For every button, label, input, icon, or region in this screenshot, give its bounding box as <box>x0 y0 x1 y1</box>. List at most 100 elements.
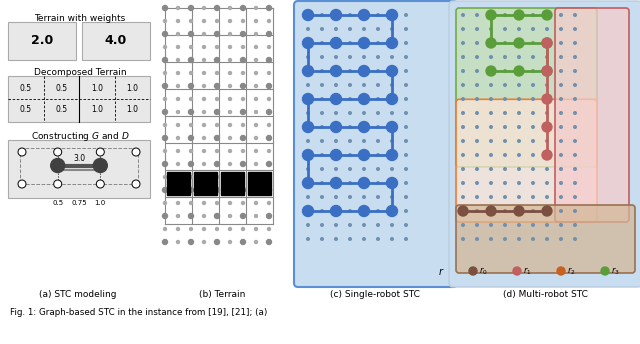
Circle shape <box>363 154 365 156</box>
Circle shape <box>518 224 520 226</box>
Circle shape <box>321 14 323 16</box>
Circle shape <box>321 42 323 44</box>
Circle shape <box>349 238 351 240</box>
Circle shape <box>573 224 576 226</box>
Circle shape <box>514 66 524 76</box>
Circle shape <box>532 182 534 184</box>
Circle shape <box>469 267 477 275</box>
Text: Decomposed Terrain: Decomposed Terrain <box>34 68 126 77</box>
Circle shape <box>335 154 337 156</box>
Circle shape <box>266 6 271 11</box>
Circle shape <box>228 150 232 152</box>
Circle shape <box>241 202 244 204</box>
Circle shape <box>377 56 380 58</box>
Circle shape <box>532 56 534 58</box>
Circle shape <box>255 58 257 62</box>
Circle shape <box>504 56 506 58</box>
Circle shape <box>490 182 492 184</box>
Circle shape <box>268 202 271 204</box>
Circle shape <box>228 7 232 10</box>
Circle shape <box>542 122 552 132</box>
Circle shape <box>461 238 464 240</box>
Circle shape <box>216 20 218 22</box>
Circle shape <box>387 178 397 189</box>
Circle shape <box>546 168 548 170</box>
Circle shape <box>546 224 548 226</box>
Circle shape <box>532 112 534 114</box>
Text: 2.0: 2.0 <box>31 34 53 47</box>
Circle shape <box>177 175 179 179</box>
Circle shape <box>349 126 351 128</box>
Circle shape <box>228 240 232 244</box>
Circle shape <box>514 38 524 48</box>
Circle shape <box>335 182 337 184</box>
Circle shape <box>177 7 179 10</box>
Circle shape <box>330 37 342 49</box>
Circle shape <box>573 70 576 72</box>
Text: $r$: $r$ <box>438 266 445 277</box>
Circle shape <box>255 137 257 140</box>
Circle shape <box>546 98 548 100</box>
Circle shape <box>490 196 492 198</box>
Circle shape <box>321 140 323 142</box>
Circle shape <box>560 112 563 114</box>
Circle shape <box>573 98 576 100</box>
Circle shape <box>349 14 351 16</box>
Circle shape <box>358 178 369 189</box>
Circle shape <box>476 98 478 100</box>
Circle shape <box>202 227 205 230</box>
Circle shape <box>458 206 468 216</box>
Circle shape <box>560 84 563 86</box>
Circle shape <box>490 126 492 128</box>
Circle shape <box>177 240 179 244</box>
Circle shape <box>307 56 309 58</box>
Circle shape <box>163 72 166 75</box>
Circle shape <box>177 97 179 100</box>
Circle shape <box>461 14 464 16</box>
Circle shape <box>504 154 506 156</box>
Circle shape <box>358 10 369 21</box>
Circle shape <box>163 150 166 152</box>
Circle shape <box>390 84 394 86</box>
Circle shape <box>307 210 309 212</box>
Circle shape <box>476 238 478 240</box>
Circle shape <box>542 94 552 104</box>
Circle shape <box>546 28 548 30</box>
Circle shape <box>335 168 337 170</box>
Circle shape <box>560 28 563 30</box>
Circle shape <box>330 94 342 105</box>
Circle shape <box>390 196 394 198</box>
Circle shape <box>461 42 464 44</box>
Circle shape <box>518 210 520 212</box>
FancyBboxPatch shape <box>8 22 76 60</box>
Circle shape <box>228 123 232 127</box>
Circle shape <box>307 42 309 44</box>
Circle shape <box>228 58 232 62</box>
Circle shape <box>560 126 563 128</box>
Circle shape <box>228 72 232 75</box>
Circle shape <box>560 224 563 226</box>
Circle shape <box>476 56 478 58</box>
Circle shape <box>532 98 534 100</box>
Circle shape <box>255 7 257 10</box>
Circle shape <box>177 227 179 230</box>
Circle shape <box>490 140 492 142</box>
Circle shape <box>573 112 576 114</box>
Circle shape <box>542 38 552 48</box>
Circle shape <box>255 175 257 179</box>
Circle shape <box>390 28 394 30</box>
Text: $r_0$: $r_0$ <box>479 265 488 277</box>
Circle shape <box>202 97 205 100</box>
Circle shape <box>266 136 271 140</box>
Circle shape <box>189 161 193 166</box>
Circle shape <box>363 42 365 44</box>
Circle shape <box>202 45 205 49</box>
Circle shape <box>216 72 218 75</box>
Circle shape <box>330 178 342 189</box>
Circle shape <box>177 123 179 127</box>
Circle shape <box>189 72 193 75</box>
Circle shape <box>513 267 521 275</box>
Circle shape <box>560 182 563 184</box>
Circle shape <box>461 168 464 170</box>
Circle shape <box>476 140 478 142</box>
